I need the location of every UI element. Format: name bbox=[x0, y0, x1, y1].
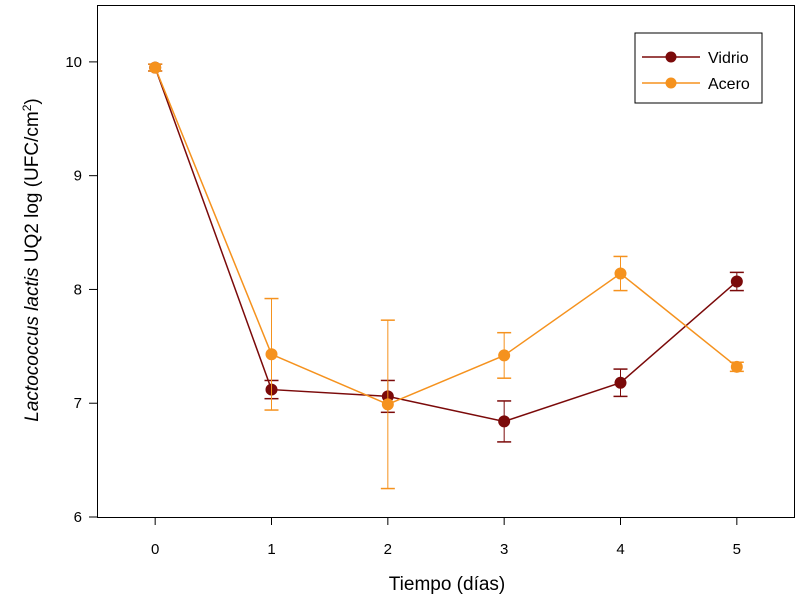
data-point bbox=[498, 415, 511, 428]
legend-label-vidrio: Vidrio bbox=[708, 50, 749, 67]
series-acero bbox=[148, 61, 744, 490]
legend-label-acero: Acero bbox=[708, 76, 750, 93]
legend-marker-acero bbox=[665, 77, 677, 89]
x-tick-label: 0 bbox=[151, 541, 159, 558]
legend-marker-vidrio bbox=[665, 51, 677, 63]
y-axis-title-text: UQ2 log (UFC/cm bbox=[22, 111, 43, 267]
series-line bbox=[154, 67, 738, 423]
data-point bbox=[614, 376, 627, 389]
data-point bbox=[498, 349, 511, 362]
y-axis-title-close: ) bbox=[22, 98, 43, 104]
y-axis-title-italic: Lactococcus lactis bbox=[22, 267, 43, 422]
data-point bbox=[265, 348, 278, 361]
legend-box bbox=[634, 32, 763, 104]
data-point bbox=[614, 267, 627, 280]
y-tick-label: 6 bbox=[74, 509, 82, 526]
y-tick-label: 9 bbox=[74, 168, 82, 185]
series-vidrio bbox=[148, 61, 744, 443]
x-tick-label: 3 bbox=[500, 541, 508, 558]
data-point bbox=[730, 275, 743, 288]
y-axis-title-superscript: 2 bbox=[20, 104, 34, 111]
data-point bbox=[149, 61, 162, 74]
data-point bbox=[381, 398, 394, 411]
y-tick-label: 8 bbox=[74, 281, 82, 298]
series-line bbox=[154, 67, 738, 406]
x-axis-title: Tiempo (días) bbox=[389, 574, 506, 595]
x-tick-label: 5 bbox=[733, 541, 741, 558]
x-tick-label: 4 bbox=[616, 541, 624, 558]
x-tick-label: 1 bbox=[267, 541, 275, 558]
y-tick-label: 7 bbox=[74, 395, 82, 412]
x-tick-label: 2 bbox=[384, 541, 392, 558]
data-point bbox=[730, 360, 743, 373]
legend: Vidrio Acero bbox=[634, 32, 763, 104]
y-axis-title: Lactococcus lactis UQ2 log (UFC/cm2) bbox=[20, 98, 43, 421]
y-tick-label: 10 bbox=[65, 54, 82, 71]
